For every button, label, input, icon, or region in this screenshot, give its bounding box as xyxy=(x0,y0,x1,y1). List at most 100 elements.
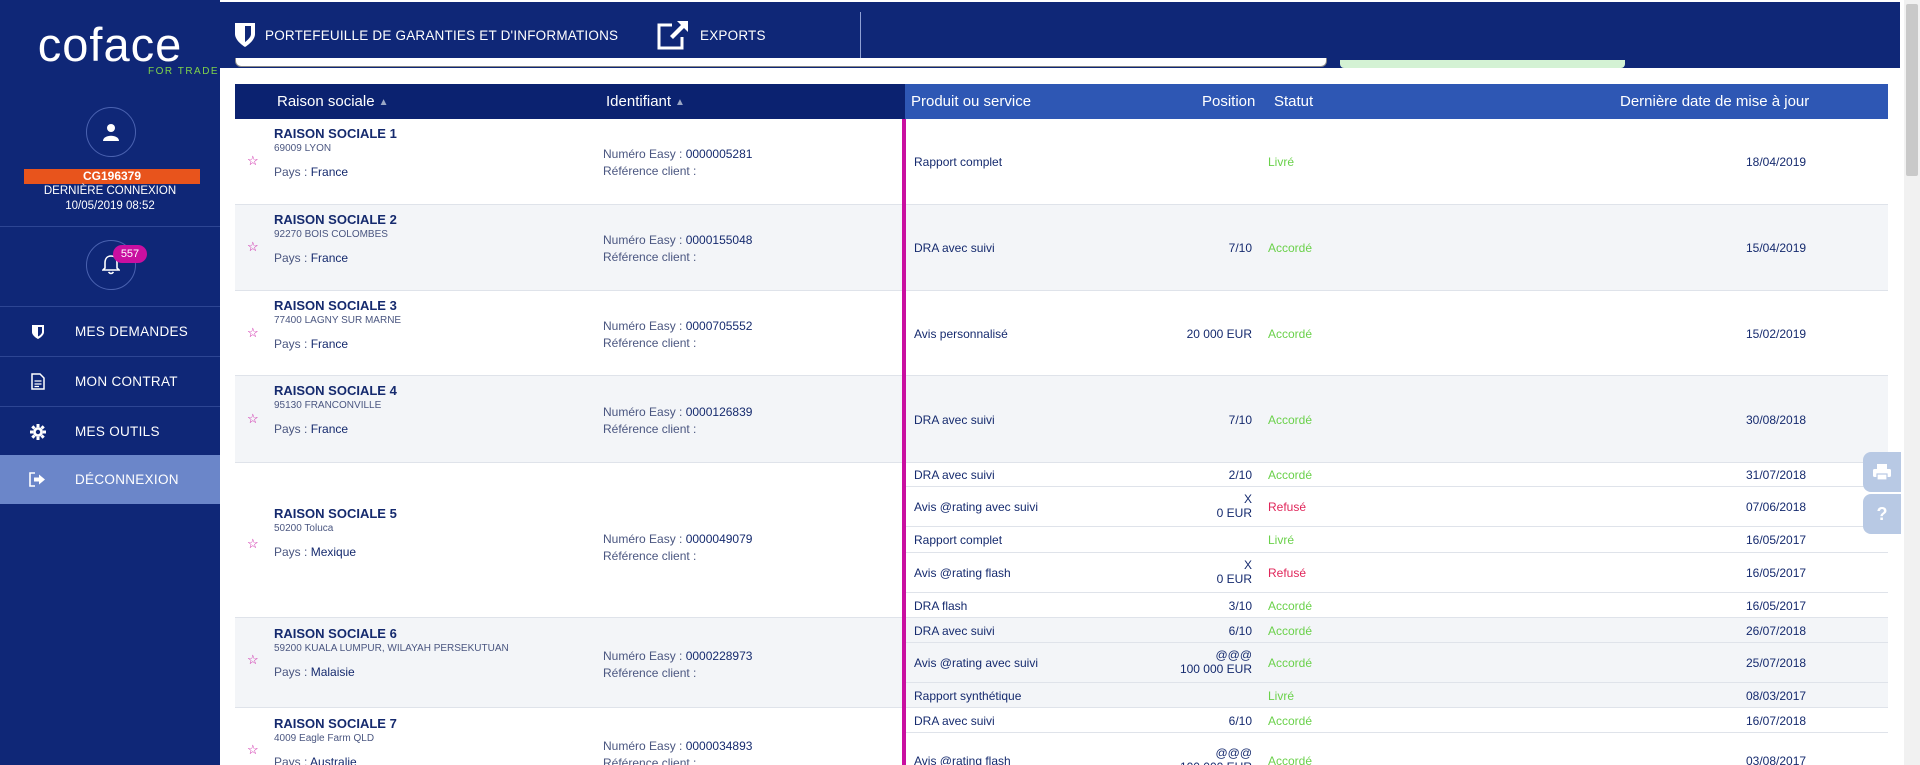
table-row[interactable]: ☆ RAISON SOCIALE 4 95130 FRANCONVILLE Pays … xyxy=(235,376,1888,463)
gear-icon xyxy=(29,423,46,440)
portfolio-label: PORTEFEUILLE DE GARANTIES ET D'INFORMATI… xyxy=(265,27,619,43)
favorite-star-icon[interactable]: ☆ xyxy=(247,742,259,757)
portfolio-table-body: ☆ RAISON SOCIALE 1 69009 LYON Pays : France… xyxy=(235,119,1888,765)
table-row[interactable]: ☆ RAISON SOCIALE 2 92270 BOIS COLOMBES Pays… xyxy=(235,205,1888,291)
product-name[interactable]: Rapport complet xyxy=(914,155,1003,169)
product-name[interactable]: Avis @rating avec suivi xyxy=(914,656,1039,670)
company-identifiers: Numéro Easy : 0000005281 Référence client… xyxy=(603,146,752,180)
status-badge: Accordé xyxy=(1268,241,1313,255)
nav-mes-demandes[interactable]: MES DEMANDES xyxy=(0,307,220,356)
coface-logo[interactable]: coface FOR TRADE xyxy=(0,20,220,78)
favorite-star-icon[interactable]: ☆ xyxy=(247,535,259,551)
product-name[interactable]: DRA avec suivi xyxy=(914,713,995,728)
product-row[interactable]: Avis personnalisé 20 000 EUR Accordé 15/02/… xyxy=(906,291,1888,376)
product-name[interactable]: DRA avec suivi xyxy=(914,623,995,638)
table-row[interactable]: ☆ RAISON SOCIALE 7 4009 Eagle Farm QLD Pays… xyxy=(235,708,1888,765)
favorite-star-icon[interactable]: ☆ xyxy=(247,652,259,667)
product-name[interactable]: Avis personnalisé xyxy=(914,326,1008,341)
sidebar: coface FOR TRADE CG196379 DERNIÈRE CONNE… xyxy=(0,0,220,765)
sidebar-divider xyxy=(0,356,220,357)
reference-label: Référence client : xyxy=(603,335,697,350)
company-address: 92270 BOIS COLOMBES xyxy=(274,229,388,240)
nav-deconnexion[interactable]: DÉCONNEXION xyxy=(0,455,220,504)
product-name[interactable]: Avis @rating flash xyxy=(914,566,1011,580)
help-button[interactable]: ? xyxy=(1863,494,1901,534)
favorite-star-icon[interactable]: ☆ xyxy=(247,239,259,254)
position-value: 7/10 xyxy=(1228,412,1252,427)
product-row[interactable]: Rapport complet Livré 16/05/2017 xyxy=(906,527,1888,553)
table-row[interactable]: ☆ RAISON SOCIALE 3 77400 LAGNY SUR MARNE Pa… xyxy=(235,291,1888,376)
search-input[interactable] xyxy=(235,58,1327,67)
scrollbar-thumb[interactable] xyxy=(1906,4,1918,176)
company-name[interactable]: RAISON SOCIALE 5 xyxy=(274,505,397,521)
company-country: Pays : France xyxy=(274,251,348,265)
product-name[interactable]: Rapport synthétique xyxy=(914,688,1022,703)
product-name[interactable]: DRA flash xyxy=(914,598,968,613)
status-badge: Refusé xyxy=(1268,566,1307,580)
company-country: Pays : France xyxy=(274,165,348,179)
sidebar-divider xyxy=(0,306,220,307)
company-name[interactable]: RAISON SOCIALE 4 xyxy=(274,383,397,398)
product-name[interactable]: DRA avec suivi xyxy=(914,468,995,482)
row-accent-bar xyxy=(902,708,906,765)
company-address: 77400 LAGNY SUR MARNE xyxy=(274,315,402,326)
favorite-star-icon[interactable]: ☆ xyxy=(247,153,259,168)
portfolio-menu[interactable]: PORTEFEUILLE DE GARANTIES ET D'INFORMATI… xyxy=(234,2,618,68)
product-name[interactable]: Avis @rating avec suivi xyxy=(914,500,1039,514)
product-row[interactable]: Avis @rating avec suivi X 0 EUR Refusé 07/06… xyxy=(906,487,1888,527)
product-row[interactable]: DRA avec suivi 6/10 Accordé 26/07/2018 xyxy=(906,618,1888,643)
search-button[interactable] xyxy=(1340,60,1625,68)
product-name[interactable]: DRA avec suivi xyxy=(914,241,995,255)
nav-mon-contrat[interactable]: MON CONTRAT xyxy=(0,357,220,406)
row-accent-bar xyxy=(902,291,906,376)
position-value: 2/10 xyxy=(1228,468,1252,482)
product-row[interactable]: DRA avec suivi 2/10 Accordé 31/07/2018 xyxy=(906,463,1888,487)
nav-label: MES DEMANDES xyxy=(75,324,189,339)
product-row[interactable]: Avis @rating flash @@@100 000 EUR Accordé 0… xyxy=(906,733,1888,765)
company-name[interactable]: RAISON SOCIALE 2 xyxy=(274,212,397,227)
row-accent-bar xyxy=(902,119,906,205)
reference-label: Référence client : xyxy=(603,250,697,264)
update-date: 16/05/2017 xyxy=(1746,533,1807,547)
position-value: 7/10 xyxy=(1228,241,1252,255)
position-amount: 100 000 EUR xyxy=(1180,760,1252,765)
company-name[interactable]: RAISON SOCIALE 7 xyxy=(274,716,397,731)
favorite-star-icon[interactable]: ☆ xyxy=(247,324,259,340)
nav-mes-outils[interactable]: MES OUTILS xyxy=(0,407,220,456)
favorite-star-icon[interactable]: ☆ xyxy=(247,410,259,426)
product-row[interactable]: DRA flash 3/10 Accordé 16/05/2017 xyxy=(906,593,1888,618)
table-row[interactable]: ☆ RAISON SOCIALE 5 50200 Toluca Pays : Mexi… xyxy=(235,463,1888,618)
product-name[interactable]: Rapport complet xyxy=(914,533,1003,547)
print-button[interactable] xyxy=(1863,452,1901,492)
shield-icon xyxy=(31,324,44,339)
position-value: 3/10 xyxy=(1228,598,1252,613)
user-icon xyxy=(103,124,119,141)
exports-button[interactable]: EXPORTS xyxy=(656,2,766,68)
header-raison-sociale[interactable]: Raison sociale ▲ xyxy=(277,93,388,110)
user-avatar[interactable] xyxy=(86,107,136,157)
reference-label: Référence client : xyxy=(603,756,697,765)
company-name[interactable]: RAISON SOCIALE 1 xyxy=(274,126,397,141)
product-row[interactable]: Rapport complet Livré 18/04/2019 xyxy=(906,119,1888,205)
shield-icon xyxy=(235,23,255,47)
header-identifiant[interactable]: Identifiant ▲ xyxy=(606,93,685,110)
product-row[interactable]: Avis @rating flash X 0 EUR Refusé 16/05/2017 xyxy=(906,553,1888,593)
product-row[interactable]: DRA avec suivi 7/10 Accordé 15/04/2019 xyxy=(906,205,1888,291)
product-row[interactable]: DRA avec suivi 7/10 Accordé 30/08/2018 xyxy=(906,376,1888,463)
product-row[interactable]: Avis @rating avec suivi @@@ 100 000 EUR Acc… xyxy=(906,643,1888,683)
status-badge: Livré xyxy=(1268,533,1295,547)
company-name[interactable]: RAISON SOCIALE 6 xyxy=(274,626,397,641)
company-name[interactable]: RAISON SOCIALE 3 xyxy=(274,298,397,313)
table-row[interactable]: ☆ RAISON SOCIALE 1 69009 LYON Pays : France… xyxy=(235,119,1888,205)
product-name[interactable]: DRA avec suivi xyxy=(914,412,995,427)
product-name[interactable]: Avis @rating flash xyxy=(914,753,1011,765)
company-identifiers: Numéro Easy : 0000155048 Référence client… xyxy=(603,232,752,266)
update-date: 16/07/2018 xyxy=(1746,713,1807,728)
scrollbar-track[interactable] xyxy=(1904,0,1920,765)
product-row[interactable]: Rapport synthétique Livré 08/03/2017 xyxy=(906,683,1888,708)
reference-label: Référence client : xyxy=(603,421,697,436)
question-icon: ? xyxy=(1876,503,1888,524)
row-accent-bar xyxy=(902,205,906,291)
product-row[interactable]: DRA avec suivi 6/10 Accordé 16/07/2018 xyxy=(906,708,1888,733)
table-row[interactable]: ☆ RAISON SOCIALE 6 59200 KUALA LUMPUR, WIL… xyxy=(235,618,1888,708)
